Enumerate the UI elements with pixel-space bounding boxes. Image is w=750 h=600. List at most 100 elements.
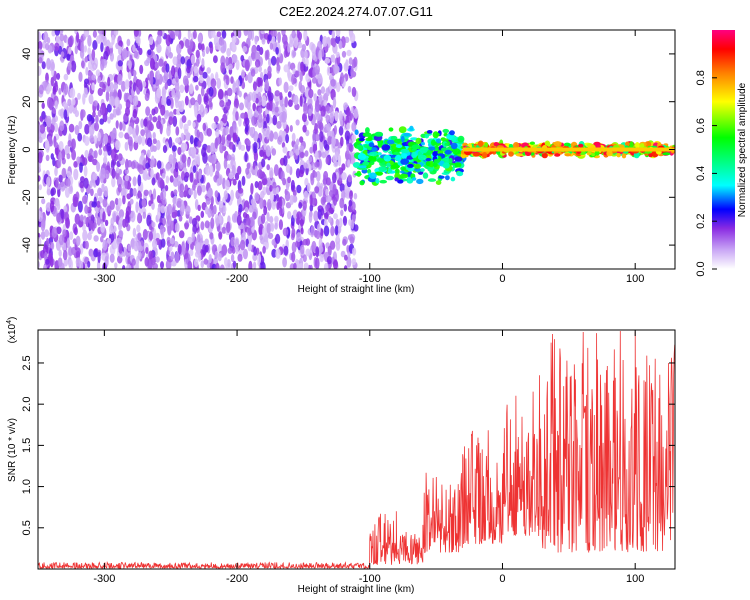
- heatmap-cell: [200, 260, 205, 268]
- heatmap-cell: [54, 42, 60, 52]
- heatmap-cell: [168, 52, 173, 59]
- heatmap-cell: [427, 146, 436, 151]
- heatmap-cell: [252, 102, 256, 112]
- heatmap-cell: [64, 144, 70, 156]
- heatmap-cell: [221, 244, 228, 256]
- heatmap-cell: [351, 134, 357, 142]
- heatmap-cell: [172, 151, 177, 159]
- heatmap-cell: [172, 196, 177, 205]
- heatmap-y-ticks: -40 -20 0 20 40: [21, 48, 675, 253]
- heatmap-cell: [335, 51, 340, 58]
- heatmap-cell: [285, 133, 289, 144]
- heatmap-cell: [250, 198, 256, 206]
- heatmap-cell: [577, 143, 584, 148]
- heatmap-cell: [83, 177, 89, 189]
- heatmap-cell: [38, 66, 42, 76]
- heatmap-cell: [337, 154, 342, 167]
- heatmap-cell: [311, 240, 317, 253]
- heatmap-cell: [350, 106, 354, 114]
- heatmap-cell: [260, 190, 265, 199]
- heatmap-cell: [444, 149, 452, 155]
- heatmap-cell: [156, 87, 162, 99]
- heatmap-cell: [313, 210, 319, 222]
- heatmap-cell: [221, 226, 227, 234]
- heatmap-cell: [45, 202, 52, 212]
- heatmap-cell: [375, 178, 380, 184]
- heatmap-cell: [268, 57, 272, 67]
- heatmap-cell: [325, 156, 329, 165]
- heatmap-cell: [92, 111, 96, 118]
- heatmap-cell: [102, 198, 108, 208]
- heatmap-cell: [77, 92, 81, 100]
- heatmap-cell: [111, 176, 116, 188]
- heatmap-cell: [145, 162, 150, 169]
- heatmap-cell: [326, 66, 331, 76]
- heatmap-cell: [182, 142, 188, 152]
- heatmap-cell: [230, 76, 234, 84]
- heatmap-cell: [142, 171, 147, 180]
- heatmap-cell: [84, 136, 90, 146]
- heatmap-cell: [175, 97, 179, 109]
- heatmap-cell: [332, 259, 339, 269]
- heatmap-cell: [294, 70, 300, 78]
- heatmap-cell: [118, 230, 124, 238]
- heatmap-cell: [315, 257, 320, 269]
- heatmap-cell: [341, 163, 346, 171]
- heatmap-cell: [190, 97, 196, 106]
- heatmap-cell: [79, 181, 85, 189]
- heatmap-cell: [171, 88, 176, 98]
- heatmap-cell: [293, 262, 297, 269]
- heatmap-cell: [296, 232, 302, 243]
- heatmap-cell: [67, 61, 72, 71]
- heatmap-cell: [162, 137, 166, 144]
- heatmap-cell: [244, 59, 250, 72]
- heatmap-cell: [79, 214, 84, 222]
- heatmap-cell: [267, 65, 272, 75]
- heatmap-cell: [88, 155, 94, 163]
- heatmap-cell: [92, 173, 98, 181]
- heatmap-cell: [117, 153, 123, 162]
- heatmap-cell: [282, 146, 288, 154]
- heatmap-cell: [128, 139, 133, 152]
- heatmap-cell: [156, 139, 161, 151]
- heatmap-cell: [41, 102, 45, 109]
- heatmap-cell: [223, 190, 228, 200]
- heatmap-cell: [66, 237, 71, 249]
- heatmap-cell: [43, 264, 47, 269]
- heatmap-cell: [271, 36, 276, 44]
- heatmap-cell: [305, 248, 311, 257]
- heatmap-cell: [308, 68, 313, 77]
- heatmap-cell: [60, 108, 65, 119]
- heatmap-cell: [299, 217, 304, 227]
- heatmap-cell: [195, 170, 199, 180]
- heatmap-cell: [304, 50, 308, 59]
- heatmap-cell: [68, 123, 75, 133]
- heatmap-cell: [359, 180, 365, 186]
- heatmap-cell: [334, 110, 339, 122]
- heatmap-cell: [58, 141, 64, 151]
- heatmap-cell: [52, 107, 57, 114]
- colorbar-tick-label: 0.4: [695, 166, 707, 181]
- heatmap-cell: [309, 264, 313, 269]
- heatmap-cell: [144, 92, 150, 102]
- heatmap-cell: [314, 64, 320, 75]
- heatmap-cell: [168, 154, 174, 165]
- heatmap-cell: [114, 262, 118, 269]
- heatmap-cell: [99, 105, 106, 116]
- heatmap-cell: [262, 227, 266, 237]
- heatmap-cell: [187, 119, 192, 126]
- heatmap-cell: [187, 30, 191, 40]
- heatmap-cell: [325, 188, 329, 197]
- heatmap-cell: [137, 36, 141, 47]
- heatmap-cell: [126, 193, 132, 200]
- heatmap-cell: [323, 225, 330, 237]
- heatmap-cell: [317, 89, 322, 96]
- heatmap-cell: [76, 32, 80, 43]
- heatmap-cell: [127, 243, 131, 252]
- heatmap-cell: [454, 162, 462, 168]
- heatmap-cell: [594, 150, 600, 156]
- heatmap-cell: [386, 162, 391, 168]
- heatmap-cell: [117, 73, 123, 86]
- heatmap-cell: [189, 249, 194, 257]
- heatmap-cell: [171, 65, 176, 77]
